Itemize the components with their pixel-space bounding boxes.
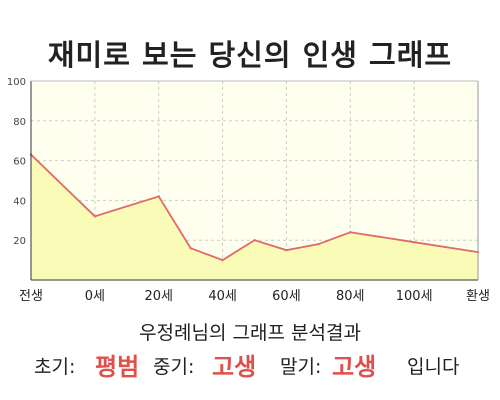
mid-stage-label: 중기: — [153, 356, 195, 378]
area-fill — [31, 154, 478, 280]
page-title: 재미로 보는 당신의 인생 그래프 — [47, 38, 453, 72]
y-tick-label: 40 — [13, 196, 26, 207]
x-tick-label: 40세 — [208, 289, 237, 304]
data-point — [253, 239, 256, 242]
data-point — [157, 195, 160, 198]
y-tick-label: 20 — [13, 236, 26, 247]
y-tick-label: 80 — [13, 117, 26, 128]
data-point — [412, 240, 416, 244]
data-point — [189, 246, 192, 250]
data-point — [93, 215, 97, 218]
analysis-subtitle: 우정례님의 그래프 분석결과 — [139, 322, 361, 344]
late-stage-label: 말기: — [280, 356, 322, 378]
x-tick-label: 20세 — [144, 289, 173, 304]
mid-stage-value: 고생 — [212, 353, 257, 381]
data-point — [349, 231, 352, 234]
early-stage-value: 평범 — [95, 353, 140, 381]
y-tick-label: 60 — [13, 157, 26, 168]
data-point — [317, 242, 320, 246]
x-tick-label: 60세 — [272, 289, 301, 304]
result-suffix: 입니다 — [407, 356, 460, 378]
late-stage-value: 고생 — [332, 353, 377, 381]
data-point — [285, 248, 288, 252]
analysis-result: 초기: 평범 중기: 고생 말기: 고생 입니다 — [0, 346, 500, 381]
y-tick-label: 100 — [7, 77, 26, 88]
early-stage-label: 초기: — [34, 356, 76, 378]
x-tick-label: 전생 — [19, 289, 43, 304]
x-tick-label: 환생 — [466, 289, 490, 304]
x-tick-label: 0세 — [85, 289, 105, 304]
x-tick-label: 100세 — [396, 289, 433, 304]
x-tick-label: 80세 — [336, 289, 365, 304]
data-point — [221, 258, 224, 262]
